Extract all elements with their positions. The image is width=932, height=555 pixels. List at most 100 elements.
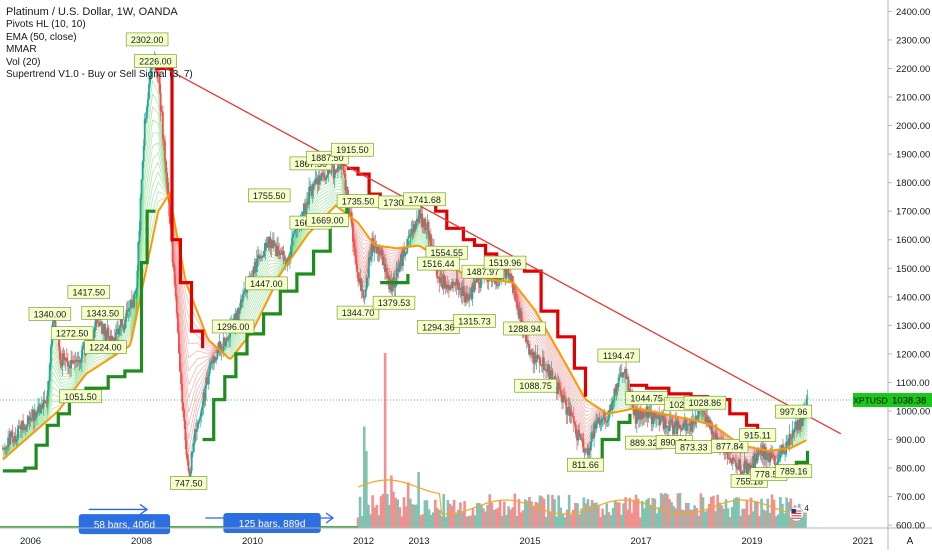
pivot-value: 1224.00 [89, 343, 122, 353]
pivot-label: 873.33 [676, 441, 712, 454]
pivot-label: 1741.68 [404, 193, 446, 206]
indicator-mmar[interactable]: MMAR [6, 44, 193, 57]
pivot-value: 1741.68 [408, 195, 441, 205]
price-tick-label: 1900.00 [896, 150, 930, 161]
candle [133, 291, 135, 308]
candle [142, 161, 144, 181]
pivot-value: 1294.36 [422, 323, 455, 333]
pivot-label: 811.66 [567, 458, 603, 471]
pivot-label: 1447.00 [246, 277, 288, 290]
indicator-ema[interactable]: EMA (50, close) [6, 32, 193, 45]
symbol-title[interactable]: Platinum / U.S. Dollar, 1W, OANDA [6, 5, 193, 19]
pivot-label: 1340.00 [29, 307, 71, 320]
pivot-label: 1344.70 [337, 306, 379, 319]
pivot-label: 1343.50 [82, 306, 124, 319]
time-tick-label: 2010 [242, 536, 263, 547]
pivot-value: 1088.75 [519, 381, 552, 391]
pivot-value: 1296.00 [217, 322, 250, 332]
price-tick-label: 600.00 [896, 521, 925, 532]
auto-scale-button[interactable]: A [907, 536, 914, 547]
pivot-value: 997.96 [780, 407, 808, 417]
pivot-value: 1447.00 [250, 279, 283, 289]
time-tick-label: 2019 [741, 536, 762, 547]
pivot-label: 1294.36 [418, 321, 460, 334]
pivot-label: 1051.50 [60, 390, 102, 403]
pivot-label: 1519.96 [484, 256, 526, 269]
time-tick-label: 2006 [20, 536, 41, 547]
pivot-value: 1288.94 [508, 324, 541, 334]
symbol-tag-text: XPTUSD [853, 396, 887, 406]
pivot-value: 1669.00 [311, 216, 344, 226]
time-tick-label: 2015 [519, 536, 540, 547]
measure-text: 58 bars, 406d [94, 520, 155, 531]
pivot-label: 1315.73 [454, 314, 496, 327]
price-tick-label: 1700.00 [896, 207, 930, 218]
time-tick-label: 2008 [131, 536, 152, 547]
pivot-label: 1272.50 [51, 327, 93, 340]
pivot-label: 1755.50 [248, 189, 290, 202]
pivot-label: 1417.50 [68, 285, 110, 298]
time-tick-label: 2012 [353, 536, 374, 547]
indicator-pivots[interactable]: Pivots HL (10, 10) [6, 19, 193, 32]
pivot-label: 789.16 [775, 465, 811, 478]
pivot-label: 1296.00 [212, 320, 254, 333]
indicator-supertrend[interactable]: Supertrend V1.0 - Buy or Sell Signal (3,… [6, 69, 193, 82]
pivot-value: 811.66 [572, 460, 599, 470]
price-tick-label: 2300.00 [896, 35, 930, 46]
price-tick-label: 2400.00 [896, 7, 930, 18]
price-tick-label: 1100.00 [896, 378, 930, 389]
price-tick-label: 1800.00 [896, 178, 930, 189]
pivot-label: 1288.94 [504, 322, 546, 335]
pivot-value: 1417.50 [73, 287, 106, 297]
candle [49, 363, 51, 383]
pivot-label: 1915.50 [332, 143, 374, 156]
bar-measure-annotation: 125 bars, 889d [205, 513, 333, 533]
pivot-label: 915.11 [739, 429, 775, 442]
event-count: 4 [804, 504, 809, 513]
price-tick-label: 1400.00 [896, 292, 930, 303]
pivot-label: 1669.00 [307, 214, 349, 227]
pivot-value: 1519.96 [489, 258, 522, 268]
price-tick-label: 700.00 [896, 492, 925, 503]
pivot-value: 915.11 [744, 431, 771, 441]
pivot-value: 889.32 [630, 438, 658, 448]
price-tick-label: 2100.00 [896, 93, 930, 104]
pivot-value: 1379.53 [378, 298, 411, 308]
pivot-value: 1044.75 [630, 394, 663, 404]
pivot-label: 1194.47 [598, 349, 640, 362]
time-tick-label: 2013 [408, 536, 429, 547]
chart-legend: Platinum / U.S. Dollar, 1W, OANDA Pivots… [6, 5, 193, 82]
pivot-value: 1344.70 [342, 308, 375, 318]
pivot-label: 1044.75 [626, 392, 668, 405]
candle [191, 451, 193, 474]
pivot-value: 1516.44 [422, 259, 455, 269]
pivot-value: 747.50 [175, 479, 203, 489]
pivot-value: 1194.47 [603, 351, 635, 361]
pivot-label: 1028.86 [684, 396, 726, 409]
pivot-value: 1315.73 [458, 316, 491, 326]
price-tick-label: 2000.00 [896, 121, 930, 132]
pivot-value: 1915.50 [336, 145, 369, 155]
pivot-label: 1088.75 [515, 379, 557, 392]
indicator-volume[interactable]: Vol (20) [6, 57, 193, 70]
last-price-value: 1038.38 [892, 396, 926, 407]
time-tick-label: 2021 [852, 536, 873, 547]
pivot-value: 1343.50 [86, 308, 119, 318]
pivot-value: 789.16 [780, 467, 808, 477]
candle [140, 194, 142, 236]
pivot-value: 877.84 [716, 441, 744, 451]
us-flag-icon [789, 507, 803, 521]
price-tick-label: 900.00 [896, 435, 925, 446]
pivot-label: 1516.44 [418, 257, 460, 270]
price-tick-label: 2200.00 [896, 64, 930, 75]
price-tick-label: 1300.00 [896, 321, 930, 332]
pivot-value: 1735.50 [342, 197, 375, 207]
price-tick-label: 1200.00 [896, 349, 930, 360]
pivot-value: 1340.00 [34, 309, 67, 319]
pivot-value: 1554.55 [431, 248, 464, 258]
price-tick-label: 800.00 [896, 464, 925, 475]
candle [174, 264, 176, 287]
pivot-label: 1735.50 [337, 195, 379, 208]
